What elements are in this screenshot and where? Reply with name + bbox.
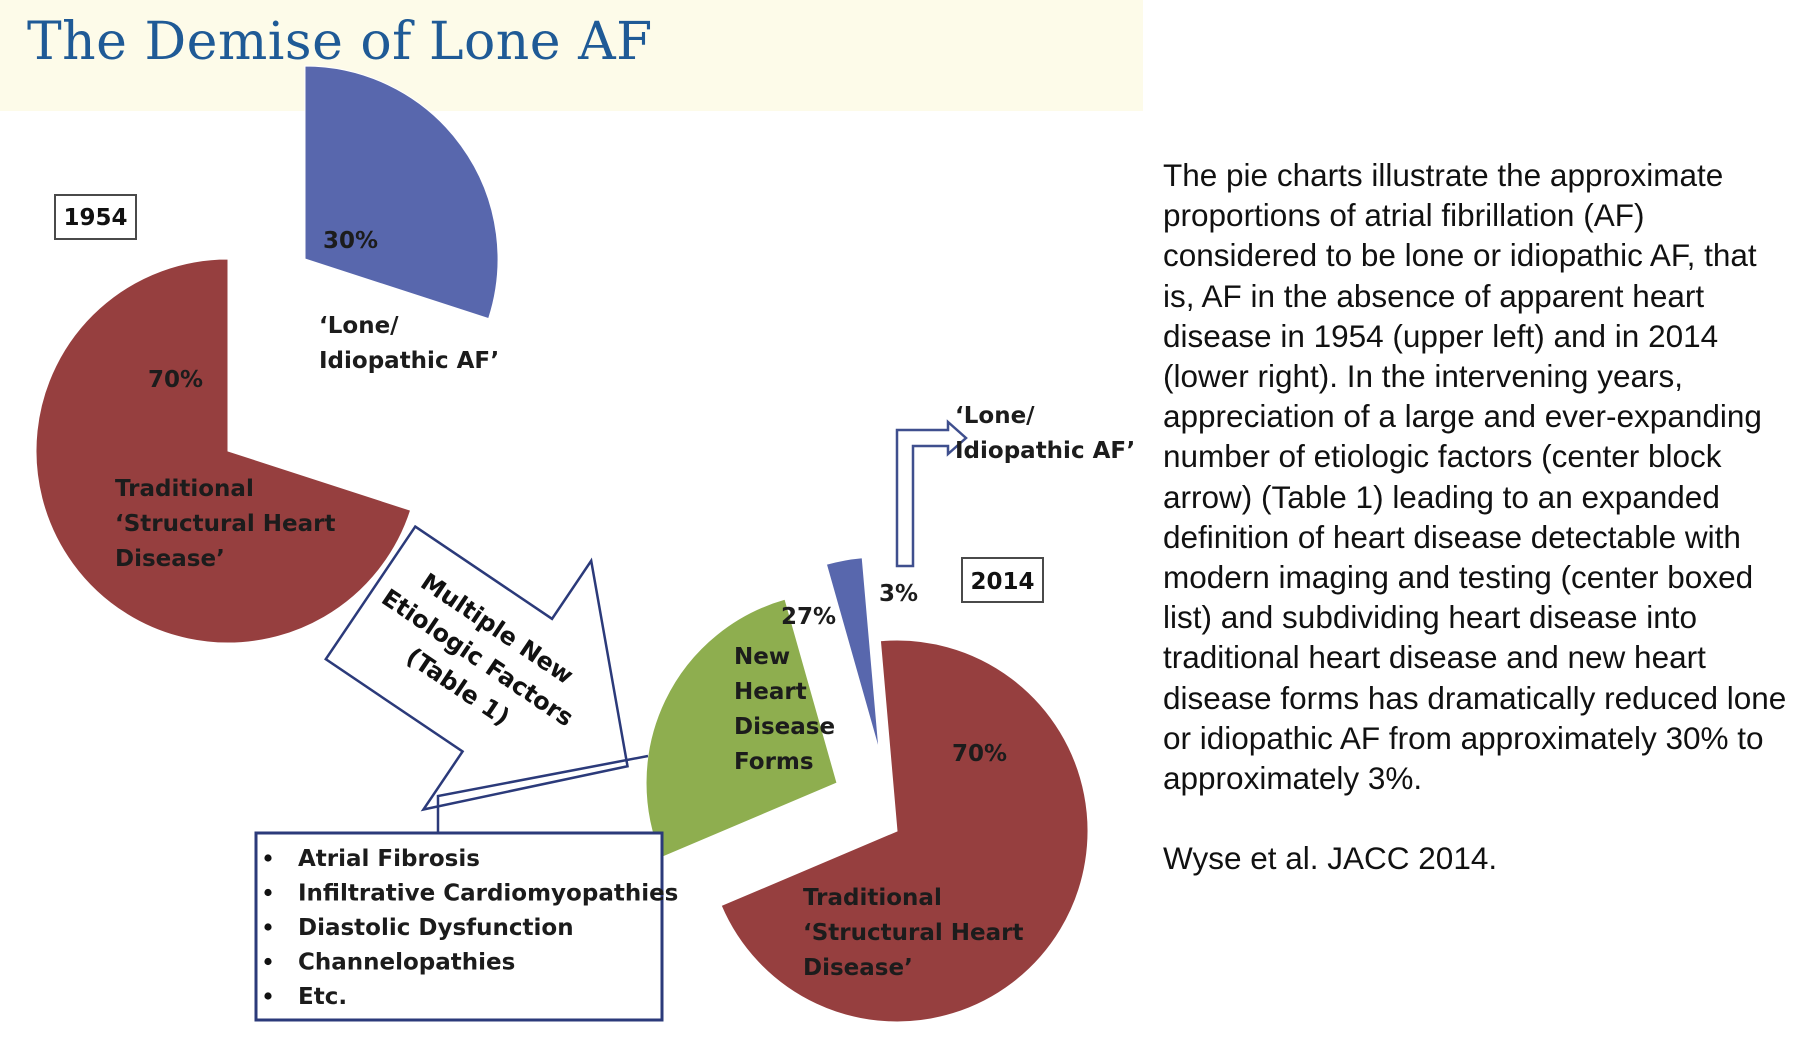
year-box-1954 bbox=[54, 194, 137, 240]
pie-1954-slice-lone bbox=[304, 65, 499, 320]
lone-af-arrow-label-2: Idiopathic AF’ bbox=[955, 438, 1135, 464]
new-forms-list: Atrial Fibrosis Infiltrative Cardiomyopat… bbox=[264, 846, 678, 1010]
pie-1954-lone-label-1: ‘Lone/ bbox=[319, 313, 399, 339]
pie-2014-new-label-3: Disease bbox=[734, 714, 835, 740]
pie-2014-new-value: 27% bbox=[781, 604, 836, 630]
list-bullet bbox=[264, 854, 272, 862]
pie-2014-slice-new-forms bbox=[645, 598, 838, 859]
caption-citation: Wyse et al. JACC 2014. bbox=[1163, 840, 1498, 877]
pie-1954-traditional-label-1: Traditional bbox=[115, 476, 254, 502]
lone-af-arrow bbox=[895, 419, 968, 568]
list-item: Atrial Fibrosis bbox=[298, 846, 480, 872]
year-box-2014 bbox=[961, 557, 1044, 603]
list-item: Channelopathies bbox=[298, 950, 515, 976]
pie-2014-new-label-4: Forms bbox=[734, 749, 814, 775]
caption: The pie charts illustrate the approximat… bbox=[1163, 155, 1795, 878]
list-bullet bbox=[264, 923, 272, 931]
pie-2014-traditional-label-1: Traditional bbox=[803, 885, 942, 911]
title-band bbox=[0, 0, 1143, 111]
list-bullet bbox=[264, 957, 272, 966]
year-label-1954: 1954 bbox=[63, 205, 127, 231]
list-item: Etc. bbox=[298, 984, 347, 1010]
pie-2014-slice-traditional bbox=[720, 639, 1089, 1023]
pie-2014-traditional-label-3: Disease’ bbox=[803, 955, 913, 981]
etiologic-factors-block-arrow bbox=[324, 524, 629, 812]
pie-2014-traditional-label-2: ‘Structural Heart bbox=[803, 920, 1023, 946]
list-bullet bbox=[264, 992, 272, 1000]
lone-af-arrow-label-1: ‘Lone/ bbox=[955, 403, 1035, 429]
page-title: The Demise of Lone AF bbox=[27, 12, 653, 72]
new-forms-list-box bbox=[254, 831, 664, 1022]
pie-1954-lone-label-2: Idiopathic AF’ bbox=[319, 348, 499, 374]
list-bullet bbox=[264, 888, 272, 897]
year-label-2014: 2014 bbox=[970, 569, 1034, 595]
pie-1954-traditional-label-2: ‘Structural Heart bbox=[115, 511, 335, 537]
caption-text: The pie charts illustrate the approximat… bbox=[1163, 157, 1787, 797]
pie-2014-new-label-2: Heart bbox=[734, 679, 807, 705]
pie-2014-new-label-1: New bbox=[734, 644, 790, 670]
pie-chart-figure: 1954 2014 70% Traditional ‘Structural He… bbox=[35, 65, 1135, 1023]
pie-1954-slice-traditional bbox=[35, 258, 412, 644]
pie-1954-traditional-label-3: Disease’ bbox=[115, 546, 225, 572]
list-item: Infiltrative Cardiomyopathies bbox=[298, 881, 678, 907]
list-item: Diastolic Dysfunction bbox=[298, 915, 574, 941]
pie-2014-traditional-value: 70% bbox=[952, 741, 1007, 767]
pie-2014-lone-value: 3% bbox=[879, 581, 918, 607]
pie-1954-traditional-value: 70% bbox=[148, 367, 203, 393]
pie-1954-lone-value: 30% bbox=[323, 228, 378, 254]
list-connector-line bbox=[436, 754, 649, 833]
pie-2014-slice-lone bbox=[825, 557, 880, 751]
